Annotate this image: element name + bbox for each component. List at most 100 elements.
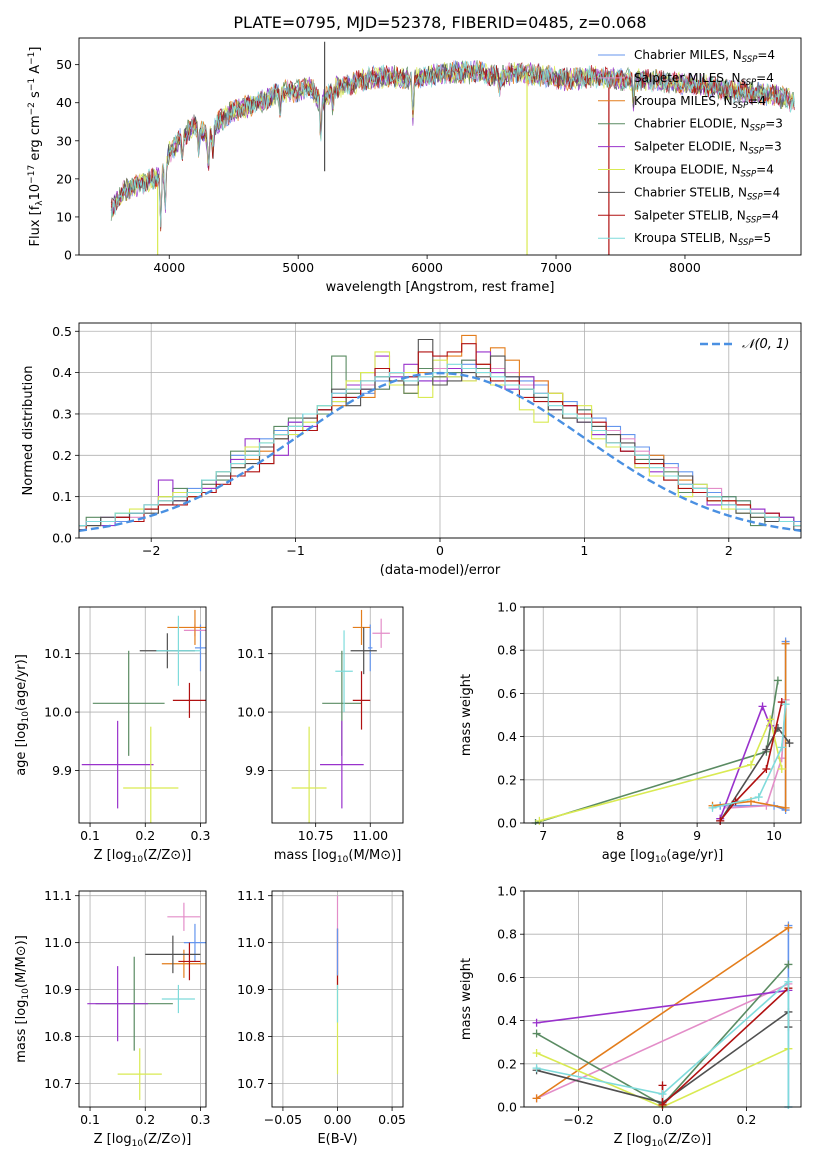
- mass_vs_z-ylabel-part: log: [14, 1000, 29, 1020]
- age_vs_mass-points: [291, 609, 390, 823]
- weight_vs_z-ylabel-part: mass weight: [459, 958, 474, 1040]
- age_vs_z-ylabel-part: 10: [21, 711, 31, 723]
- weight_vs_age-point-marker: [708, 803, 717, 812]
- age_vs_z-ytick-label: 9.9: [52, 763, 72, 778]
- mass_vs_z-xlabel-part: Z [: [94, 1132, 112, 1147]
- spectrum-ylabel-part: A: [28, 65, 43, 78]
- weight_vs_z-ytick-label: 1.0: [497, 884, 517, 899]
- spectrum-legend-entry-part: =4: [757, 48, 775, 62]
- age_vs_z-xlabel-part: 10: [132, 855, 144, 865]
- residuals-ytick-label: 0.2: [52, 448, 72, 463]
- weight_vs_age-point-marker: [746, 760, 755, 769]
- weight_vs_age-point-marker: [716, 816, 725, 825]
- weight_vs_age-point-marker: [785, 739, 794, 748]
- weight_vs_age-ytick-label: 0.2: [497, 772, 517, 787]
- residuals-xtick-label: 1: [580, 543, 588, 558]
- weight_vs_age-xlabel-part: log: [635, 848, 655, 863]
- weight_vs_z-ytick-label: 0.4: [497, 1013, 517, 1028]
- spectrum-series-line: [110, 60, 795, 228]
- weight_vs_age-point-marker: [781, 803, 790, 812]
- spectrum-lines: [110, 41, 795, 255]
- weight_vs_z-frame: [523, 890, 802, 1108]
- residuals-ytick-label: 0.3: [52, 406, 72, 421]
- mass_vs_ebv-xtick-label: −0.05: [264, 1112, 302, 1127]
- weight_vs_z-point-marker: [532, 1094, 541, 1103]
- weight_vs_age-point-marker: [754, 793, 763, 802]
- weight_vs_age-ytick-label: 0.6: [497, 686, 517, 701]
- spectrum-legend-entry: Salpeter MILES, NSSP=4: [634, 71, 774, 88]
- spectrum-ytick-label: 20: [56, 171, 72, 186]
- residuals-hist: [79, 334, 801, 532]
- age_vs_mass-xlabel: mass [log10(M/M⊙)]: [274, 848, 402, 865]
- weight_vs_z-ytick-label: 0.2: [497, 1056, 517, 1071]
- spectrum-ylabel-part: −1: [27, 52, 37, 65]
- weight_vs_z-ylabel: mass weight: [459, 958, 474, 1040]
- age_vs_mass-frame: [271, 606, 404, 824]
- weight_vs_z-point-marker: [658, 1081, 667, 1090]
- mass_vs_z-points: [87, 902, 206, 1100]
- spectrum-legend-entry-part: SSP: [750, 124, 766, 134]
- weight_vs_z-point-marker: [532, 1018, 541, 1027]
- weight_vs_z-xtick-label: −0.2: [563, 1112, 593, 1127]
- age_vs_z-ytick-label: 10.0: [44, 705, 72, 720]
- spectrum-ytick-label: 50: [56, 57, 72, 72]
- residuals-ylabel-part: Normed distribution: [21, 366, 36, 496]
- spectrum-xtick-label: 6000: [411, 260, 443, 275]
- weight_vs_z-series-line: [536, 989, 789, 1024]
- spectrum-ylabel-part: −1: [27, 78, 37, 91]
- weight_vs_z-ytick-label: 0.8: [497, 927, 517, 942]
- weight_vs_age-xtick-label: 10: [766, 828, 782, 843]
- mass_vs_z-ylabel-part: 10: [21, 988, 31, 1000]
- spectrum-legend-entry-part: =4: [748, 94, 766, 108]
- residuals-normal-curve: [79, 371, 801, 532]
- age_vs_z-ytick-label: 10.1: [44, 646, 72, 661]
- residuals-legend-label: 𝒩(0, 1): [742, 337, 789, 352]
- age_vs_z-xlabel-part: (Z/Z⊙)]: [143, 848, 191, 863]
- weight_vs_age-series-line: [539, 716, 783, 822]
- spectrum-legend-entry-part: =4: [763, 185, 781, 199]
- spectrum-legend-entry: Kroupa STELIB, NSSP=5: [634, 231, 771, 248]
- weight_vs_z-series-line: [536, 983, 789, 1100]
- spectrum-legend-entry-part: =3: [765, 117, 783, 131]
- spectrum-ylabel-part: λ: [35, 200, 45, 206]
- weight_vs_z-xlabel-part: Z [: [614, 1132, 632, 1147]
- weight_vs_age-point-marker: [777, 743, 786, 752]
- weight_vs_age-ytick-label: 0.8: [497, 643, 517, 658]
- weight_vs_age-xtick-label: 8: [616, 828, 624, 843]
- mass_vs_z-ytick-label: 10.9: [44, 982, 72, 997]
- spectrum-legend-entry-part: =3: [764, 140, 782, 154]
- spectrum-legend-entry-part: SSP: [733, 101, 749, 111]
- weight_vs_age-point-marker: [535, 816, 544, 825]
- age_vs_mass-xtick-label: 10.75: [298, 828, 334, 843]
- mass_vs_z-xlabel-part: log: [112, 1132, 132, 1147]
- weight_vs_z-point-marker: [532, 1029, 541, 1038]
- weight_vs_age-lines: [531, 637, 794, 825]
- spectrum-legend-entry-part: SSP: [738, 238, 754, 248]
- weight_vs_age-ylabel: mass weight: [459, 674, 474, 756]
- spectrum-legend-entry-part: =4: [756, 163, 774, 177]
- age_vs_z-axes: 0.1 0.2 0.3 9.9 10.0 10.1: [44, 607, 210, 843]
- mass_vs_z-ytick-label: 10.7: [44, 1076, 72, 1091]
- age_vs_z-ylabel-part: log: [14, 723, 29, 743]
- spectrum-legend-entry-part: SSP: [741, 170, 757, 180]
- spectrum-legend-entry-part: SSP: [742, 55, 758, 65]
- residuals-xlabel-part: (data-model)/error: [380, 563, 501, 578]
- mass_vs_z-ylabel-part: mass [: [14, 1019, 29, 1062]
- weight_vs_age-frame: [523, 606, 802, 824]
- mass_vs_ebv-xlabel: E(B-V): [317, 1132, 357, 1147]
- mass_vs_ebv-frame: [271, 890, 404, 1108]
- mass_vs_ebv-xlabel-part: E(B-V): [317, 1132, 357, 1147]
- spectrum-legend-entry-part: Kroupa MILES, N: [634, 94, 733, 108]
- weight_vs_z-point-marker: [532, 1049, 541, 1057]
- age_vs_z-xlabel-part: Z [: [94, 848, 112, 863]
- weight_vs_age-point-marker: [781, 700, 790, 709]
- spectrum-legend-entry-part: SSP: [748, 147, 764, 157]
- weight_vs_z-series-line: [536, 927, 789, 1100]
- spectrum-legend-entry-part: SSP: [747, 192, 763, 202]
- spectrum-ylabel-part: 10: [28, 184, 43, 201]
- age_vs_z-ylabel: age [log10(age/yr)]: [14, 654, 31, 776]
- mass_vs_z-ytick-label: 11.1: [44, 888, 72, 903]
- weight_vs_age-series-line: [719, 726, 791, 822]
- mass_vs_z-xtick-label: 0.2: [135, 1112, 155, 1127]
